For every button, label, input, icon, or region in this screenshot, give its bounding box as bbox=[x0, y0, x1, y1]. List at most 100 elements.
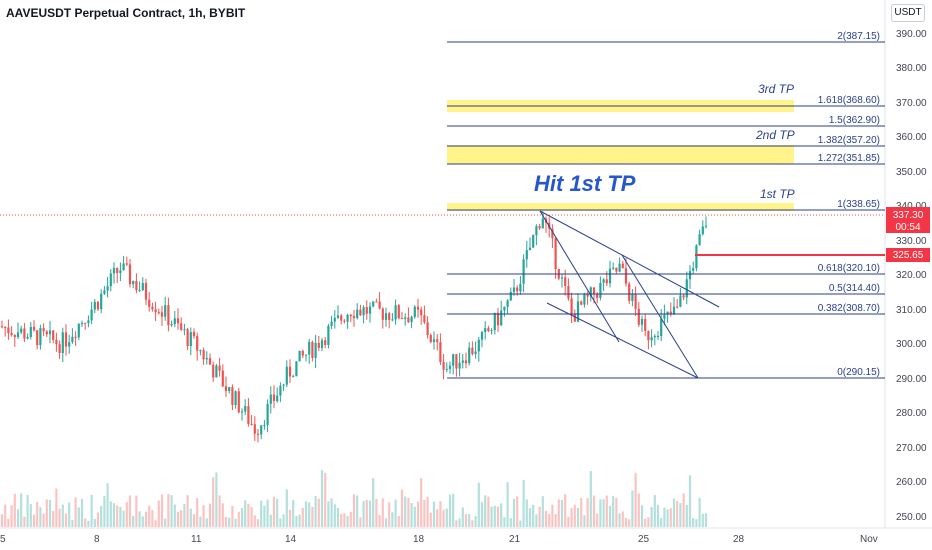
volume-bar bbox=[420, 478, 423, 527]
volume-bar bbox=[304, 501, 308, 527]
tp1-zone[interactable] bbox=[447, 203, 794, 211]
volume-bar bbox=[615, 497, 618, 527]
volume-bar bbox=[192, 514, 196, 527]
fibonacci-extension[interactable] bbox=[447, 41, 885, 379]
candle-body bbox=[685, 279, 688, 298]
price-tick: 310.00 bbox=[896, 305, 927, 316]
candle-body bbox=[560, 277, 564, 279]
volume-bar bbox=[260, 500, 263, 527]
volume-bar bbox=[704, 513, 708, 527]
volume-bar bbox=[183, 503, 186, 527]
volume-bar bbox=[10, 505, 13, 527]
volume-bar bbox=[250, 507, 253, 527]
wedge-lower-line bbox=[546, 302, 699, 379]
candle-body bbox=[538, 226, 541, 229]
candlesticks[interactable] bbox=[0, 211, 708, 443]
volume-bar bbox=[400, 489, 404, 527]
candle-body bbox=[589, 287, 592, 297]
candle-body bbox=[407, 317, 410, 323]
volume-bar bbox=[432, 501, 436, 527]
candle-body bbox=[596, 294, 599, 298]
candle-body bbox=[4, 327, 7, 329]
candle-body bbox=[103, 290, 106, 294]
candle-body bbox=[679, 295, 682, 307]
candle-body bbox=[29, 326, 32, 337]
candle-body bbox=[669, 311, 672, 315]
candle-body bbox=[365, 307, 368, 314]
volume-bar bbox=[378, 515, 381, 527]
candle-body bbox=[701, 226, 704, 235]
volume-bar bbox=[576, 507, 580, 527]
volume-bar bbox=[20, 493, 23, 527]
time-tick: 8 bbox=[94, 534, 100, 545]
candle-body bbox=[618, 263, 621, 272]
candle-body bbox=[42, 328, 45, 332]
hit-tp-annotation[interactable]: Hit 1st TP bbox=[534, 171, 636, 196]
trendlines[interactable] bbox=[539, 210, 720, 379]
candle-body bbox=[391, 319, 394, 321]
candle-body bbox=[240, 411, 244, 413]
candle-body bbox=[304, 354, 308, 356]
volume-bar bbox=[116, 505, 119, 527]
price-tick: 290.00 bbox=[896, 374, 927, 385]
time-axis[interactable]: 5 8 11 14 18 21 25 28 Nov bbox=[0, 534, 878, 545]
candle-body bbox=[695, 245, 698, 269]
candle-body bbox=[58, 344, 61, 354]
volume-bar bbox=[695, 519, 698, 527]
volume-bar bbox=[167, 493, 170, 527]
volume-bar bbox=[292, 500, 295, 527]
symbol-title[interactable]: AAVEUSDT Perpetual Contract, 1h, BYBIT bbox=[6, 6, 246, 20]
candle-body bbox=[218, 365, 221, 371]
candle-body bbox=[333, 317, 336, 322]
volume-bar bbox=[679, 503, 682, 527]
candle-body bbox=[176, 318, 180, 324]
volume-bar bbox=[570, 507, 573, 527]
volume-bar bbox=[567, 516, 570, 527]
candle-body bbox=[116, 268, 119, 274]
wedge-right-line bbox=[621, 254, 699, 379]
candle-body bbox=[132, 280, 135, 285]
volume-bar bbox=[701, 513, 704, 527]
volume-bar bbox=[560, 500, 564, 527]
tp2-zone[interactable] bbox=[447, 145, 794, 164]
candle-body bbox=[615, 267, 618, 272]
candle-body bbox=[583, 294, 586, 305]
volume-bar bbox=[330, 498, 333, 527]
candle-body bbox=[602, 279, 605, 283]
volume-bar bbox=[295, 515, 298, 527]
volume-bar bbox=[426, 496, 429, 527]
price-tick: 350.00 bbox=[896, 167, 927, 178]
candle-body bbox=[7, 327, 10, 334]
candle-body bbox=[400, 318, 404, 320]
volume-bar bbox=[74, 497, 77, 527]
volume-bar bbox=[29, 504, 32, 527]
volume-bar bbox=[132, 515, 135, 527]
candle-body bbox=[372, 301, 375, 307]
candle-body bbox=[324, 340, 327, 345]
volume-bar bbox=[36, 501, 39, 527]
volume-bar bbox=[484, 495, 487, 527]
candle-body bbox=[23, 328, 26, 339]
volume-bar bbox=[189, 508, 192, 527]
candle-body bbox=[106, 286, 109, 291]
candle-body bbox=[221, 370, 224, 387]
candle-body bbox=[228, 387, 231, 392]
currency-button[interactable]: USDT bbox=[891, 4, 925, 22]
volume-bar bbox=[237, 511, 240, 527]
price-axis[interactable]: 390.00 380.00 370.00 360.00 350.00 340.0… bbox=[896, 29, 927, 523]
volume-bar bbox=[346, 516, 349, 527]
volume-bar bbox=[685, 504, 688, 527]
candle-body bbox=[250, 423, 253, 425]
volume-bar bbox=[666, 509, 669, 527]
candle-body bbox=[484, 328, 487, 333]
time-tick: 14 bbox=[285, 534, 297, 545]
fib-label: 0(290.15) bbox=[837, 367, 880, 378]
candle-body bbox=[288, 366, 292, 377]
candle-body bbox=[36, 330, 39, 346]
candle-body bbox=[439, 342, 442, 363]
candle-body bbox=[490, 330, 493, 332]
volume-bar bbox=[340, 513, 343, 527]
volume-bar bbox=[128, 495, 132, 527]
candle-body bbox=[692, 268, 695, 271]
